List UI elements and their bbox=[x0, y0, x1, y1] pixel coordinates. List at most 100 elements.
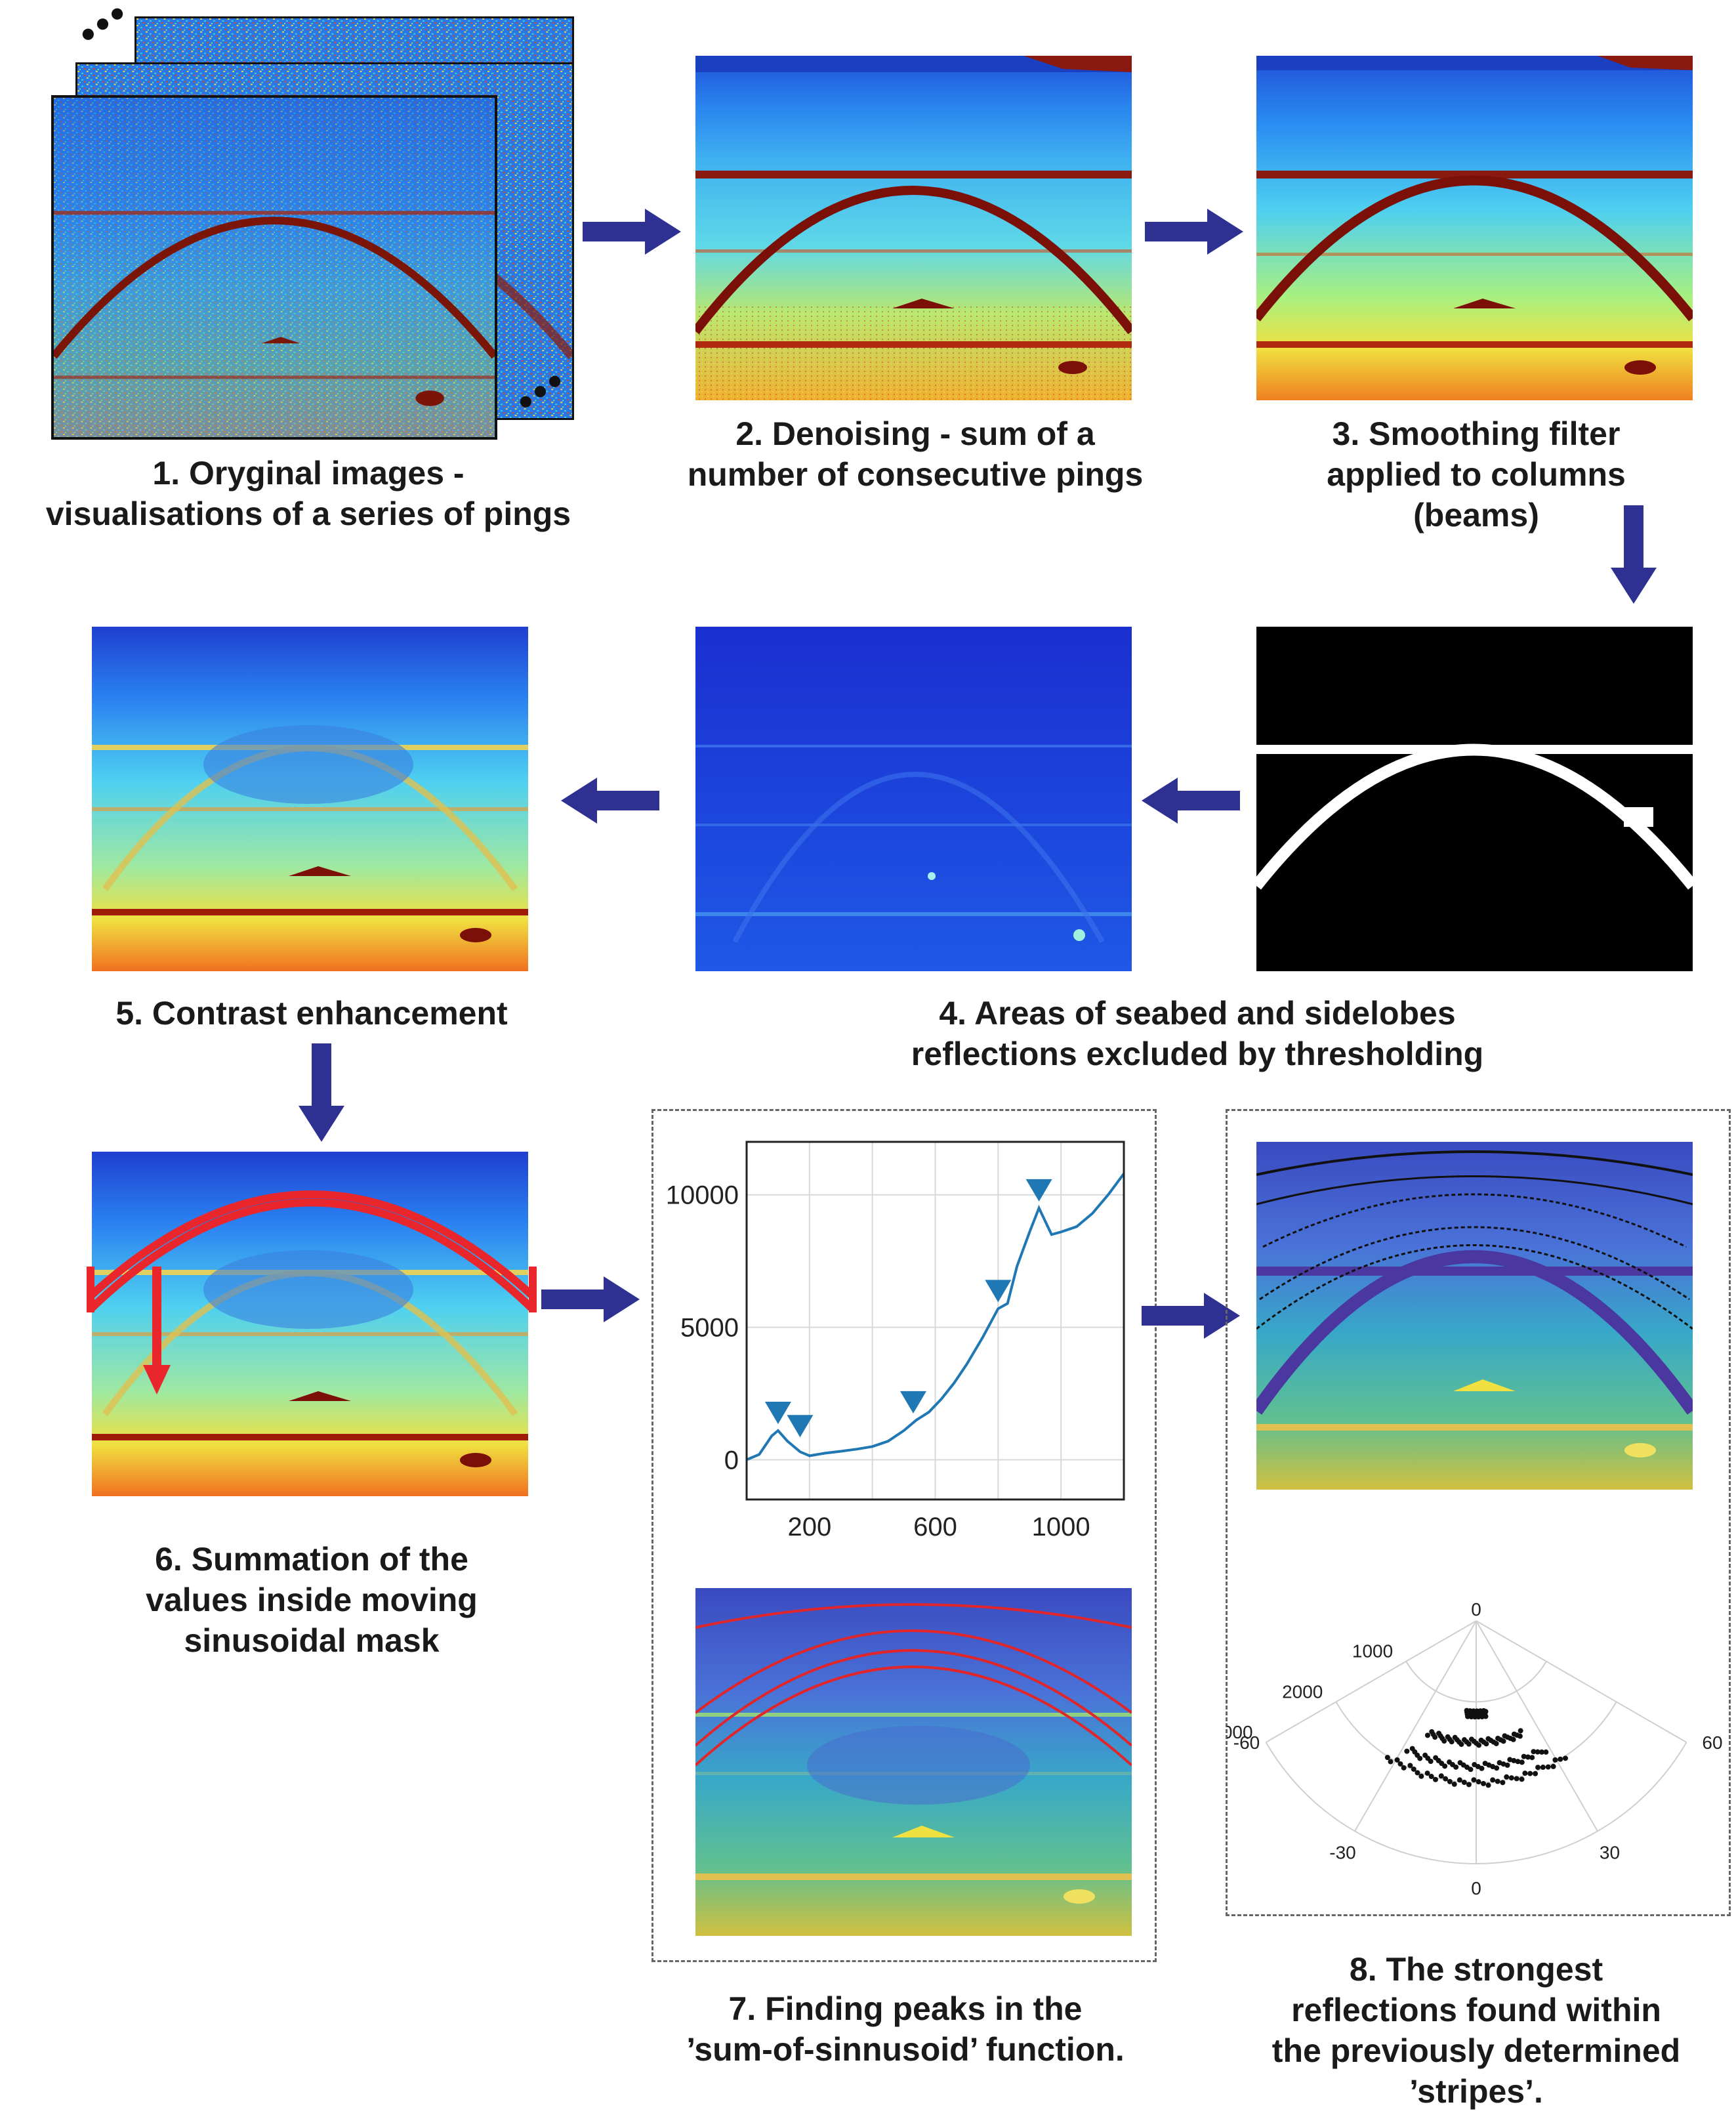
reflection-point bbox=[1521, 1753, 1527, 1759]
reflection-point bbox=[1533, 1771, 1539, 1776]
polar-spoke bbox=[1476, 1620, 1598, 1832]
reflection-point bbox=[1458, 1742, 1464, 1748]
reflection-point bbox=[1527, 1771, 1533, 1776]
reflection-point bbox=[1404, 1748, 1410, 1754]
reflection-point bbox=[1500, 1738, 1506, 1744]
reflection-point bbox=[1529, 1755, 1535, 1761]
reflection-point bbox=[1540, 1765, 1546, 1771]
reflection-point bbox=[1495, 1778, 1500, 1784]
step-8-box bbox=[1226, 1109, 1731, 1916]
reflection-point bbox=[1388, 1759, 1394, 1765]
y-tick-label: 10000 bbox=[666, 1181, 739, 1210]
reflection-point bbox=[1457, 1777, 1462, 1783]
arrow-left-2 bbox=[561, 778, 659, 824]
caption-step-1: 1. Oryginal images - visualisations of a… bbox=[45, 455, 571, 532]
arrow-down-2 bbox=[299, 1043, 344, 1142]
reflection-point bbox=[1432, 1776, 1438, 1782]
strongest-reflections-image bbox=[1256, 1142, 1693, 1490]
reflection-point bbox=[1504, 1762, 1510, 1768]
reflection-point bbox=[1449, 1739, 1455, 1745]
polar-reflections-plot: 0 1000 2000 3000-60 -30 0 30 60 bbox=[1227, 1599, 1723, 1898]
reflection-point bbox=[1493, 1740, 1499, 1746]
reflection-point bbox=[1500, 1780, 1506, 1786]
reflection-point bbox=[1471, 1777, 1477, 1783]
step-7-box bbox=[651, 1109, 1157, 1962]
reflection-point bbox=[1476, 1779, 1481, 1785]
reflection-point bbox=[1562, 1755, 1568, 1761]
x-tick-label: 600 bbox=[913, 1513, 957, 1541]
polar-spoke bbox=[1354, 1620, 1477, 1832]
reflection-point bbox=[1535, 1765, 1541, 1771]
reflection-point bbox=[1508, 1775, 1514, 1781]
polar-angle-label: -30 bbox=[1329, 1842, 1355, 1862]
reflection-point bbox=[1510, 1736, 1516, 1742]
reflection-point bbox=[1514, 1776, 1519, 1782]
reflection-point bbox=[1500, 1761, 1506, 1767]
reflection-point bbox=[1494, 1765, 1500, 1771]
reflection-point bbox=[1401, 1765, 1407, 1771]
reflection-point bbox=[1418, 1773, 1424, 1779]
reflection-point bbox=[1424, 1732, 1430, 1738]
reflection-point bbox=[1438, 1773, 1444, 1779]
reflection-point bbox=[1479, 1765, 1485, 1771]
threshold-mask-image bbox=[1256, 627, 1693, 971]
caption-step-4: 4. Areas of seabed and sidelobes reflect… bbox=[911, 995, 1484, 1072]
reflection-point bbox=[1480, 1780, 1486, 1786]
polar-angle-label: 60 bbox=[1702, 1732, 1722, 1753]
sinusoidal-mask-overlay bbox=[87, 1190, 537, 1394]
reflection-point bbox=[1545, 1764, 1551, 1770]
polar-radial-label: 3000 bbox=[1227, 1722, 1253, 1742]
reflection-point bbox=[1384, 1755, 1390, 1761]
reflection-point bbox=[1466, 1741, 1472, 1747]
detected-sinusoids-image bbox=[695, 1588, 1132, 1936]
reflection-point bbox=[1424, 1771, 1430, 1776]
reflection-point bbox=[1451, 1781, 1457, 1787]
reflection-point bbox=[1428, 1759, 1434, 1765]
reflection-point bbox=[1543, 1749, 1549, 1755]
reflection-point bbox=[1466, 1782, 1472, 1788]
reflection-point bbox=[1518, 1728, 1523, 1734]
peak-marker bbox=[985, 1280, 1012, 1303]
reflection-point bbox=[1483, 1709, 1489, 1715]
reflection-point bbox=[1397, 1761, 1403, 1767]
arrow-right-4 bbox=[1142, 1293, 1240, 1339]
original-image-front bbox=[51, 95, 497, 440]
arrow-left-1 bbox=[1142, 778, 1240, 824]
reflection-point bbox=[1525, 1754, 1531, 1760]
polar-spoke bbox=[1266, 1620, 1477, 1743]
reflection-point bbox=[1511, 1757, 1517, 1763]
polar-radial-label: 1000 bbox=[1352, 1641, 1393, 1662]
peak-marker bbox=[1025, 1179, 1052, 1202]
smoothed-image bbox=[1256, 56, 1693, 400]
reflection-point bbox=[1442, 1763, 1448, 1769]
reflection-point bbox=[1531, 1749, 1537, 1755]
x-tick-label: 1000 bbox=[1032, 1513, 1090, 1541]
reflection-point bbox=[1519, 1776, 1525, 1782]
reflection-point bbox=[1485, 1782, 1491, 1788]
stack-dots-top: ••• bbox=[70, 0, 138, 56]
y-tick-label: 5000 bbox=[680, 1314, 739, 1343]
x-tick-label: 200 bbox=[787, 1513, 831, 1541]
sum-of-sinusoid-line bbox=[746, 1173, 1125, 1461]
reflection-point bbox=[1428, 1774, 1434, 1780]
reflection-point bbox=[1550, 1763, 1556, 1769]
reflection-point bbox=[1522, 1771, 1528, 1776]
seabed-excluded-image bbox=[695, 627, 1132, 971]
polar-radial-label: 2000 bbox=[1282, 1681, 1323, 1702]
reflection-point bbox=[1447, 1778, 1453, 1784]
reflection-point bbox=[1417, 1755, 1423, 1761]
polar-angle-label: 30 bbox=[1600, 1842, 1620, 1862]
caption-step-3: 3. Smoothing filter applied to columns (… bbox=[1327, 415, 1626, 534]
caption-step-5: 5. Contrast enhancement bbox=[115, 995, 508, 1032]
reflection-point bbox=[1558, 1756, 1563, 1762]
reflection-point bbox=[1443, 1776, 1449, 1782]
reflection-point bbox=[1507, 1757, 1513, 1763]
sinusoidal-mask-image bbox=[92, 1152, 528, 1496]
peak-marker bbox=[764, 1402, 791, 1425]
reflection-point bbox=[1504, 1774, 1510, 1780]
peak-marker bbox=[899, 1391, 926, 1414]
caption-step-8: 8. The strongest reflections found withi… bbox=[1271, 1951, 1681, 2110]
reflection-point bbox=[1519, 1759, 1525, 1765]
polar-radial-label: 0 bbox=[1471, 1599, 1481, 1620]
